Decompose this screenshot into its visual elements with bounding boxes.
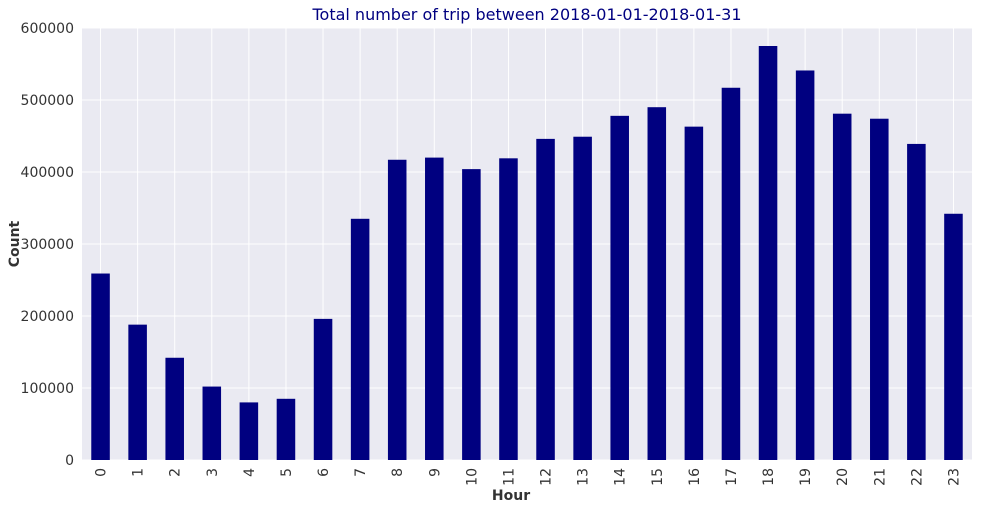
- x-tick-label: 13: [576, 468, 592, 486]
- x-tick-label: 9: [427, 468, 443, 477]
- x-tick-label: 4: [242, 468, 258, 477]
- x-tick-label: 3: [205, 468, 221, 477]
- x-tick-label: 18: [761, 468, 777, 486]
- bar: [387, 159, 407, 460]
- x-axis-ticks: 0 1 2 3 4 5 6 7 8 9 10 11 12 13 14 15 16 17 18 19 20 21 22 23: [94, 468, 963, 486]
- bar: [610, 115, 629, 460]
- x-tick-label: 12: [539, 468, 555, 486]
- bar: [684, 126, 704, 460]
- x-tick-label: 20: [835, 468, 851, 486]
- y-tick-label: 300000: [21, 237, 74, 253]
- bar: [870, 118, 889, 460]
- bar: [647, 107, 667, 460]
- bar: [239, 402, 259, 460]
- bar: [832, 113, 852, 461]
- chart-title: Total number of trip between 2018-01-01-…: [311, 5, 741, 24]
- y-tick-label: 0: [65, 453, 74, 469]
- bar: [758, 46, 778, 460]
- bars: [91, 46, 963, 461]
- bar: [944, 213, 963, 460]
- x-tick-label: 5: [279, 468, 295, 477]
- bar: [499, 158, 518, 460]
- bar: [462, 169, 481, 460]
- x-tick-label: 17: [724, 468, 740, 486]
- bar: [165, 357, 184, 460]
- x-tick-label: 15: [650, 468, 666, 486]
- bar: [425, 157, 444, 460]
- x-tick-label: 1: [131, 468, 147, 477]
- x-tick-label: 16: [687, 468, 703, 486]
- x-tick-label: 19: [798, 468, 814, 486]
- bar: [573, 136, 592, 460]
- x-tick-label: 23: [946, 468, 962, 486]
- y-tick-label: 100000: [21, 381, 74, 397]
- y-tick-label: 600000: [21, 21, 74, 37]
- bar: [350, 218, 370, 460]
- bar: [202, 386, 222, 460]
- bar: [721, 87, 741, 460]
- bar: [907, 143, 926, 461]
- x-tick-label: 7: [353, 468, 369, 477]
- x-tick-label: 0: [94, 468, 110, 477]
- x-tick-label: 8: [390, 468, 406, 477]
- x-tick-label: 6: [316, 468, 332, 477]
- x-tick-label: 22: [909, 468, 925, 486]
- bar: [91, 273, 110, 460]
- bar: [276, 398, 296, 460]
- y-tick-label: 200000: [21, 309, 74, 325]
- x-tick-label: 21: [872, 468, 888, 486]
- x-tick-label: 2: [168, 468, 184, 477]
- x-tick-label: 11: [501, 468, 517, 486]
- x-tick-label: 10: [464, 468, 480, 486]
- x-axis-label: Hour: [492, 488, 530, 504]
- y-axis-ticks: 0 100000 200000 300000 400000 500000 600000: [21, 21, 74, 469]
- bar: [536, 138, 555, 460]
- bar: [128, 324, 147, 460]
- y-axis-label: Count: [7, 220, 23, 267]
- y-tick-label: 500000: [21, 93, 74, 109]
- bar: [313, 318, 333, 460]
- bar: [795, 70, 815, 460]
- x-tick-label: 14: [613, 468, 629, 486]
- y-tick-label: 400000: [21, 165, 74, 181]
